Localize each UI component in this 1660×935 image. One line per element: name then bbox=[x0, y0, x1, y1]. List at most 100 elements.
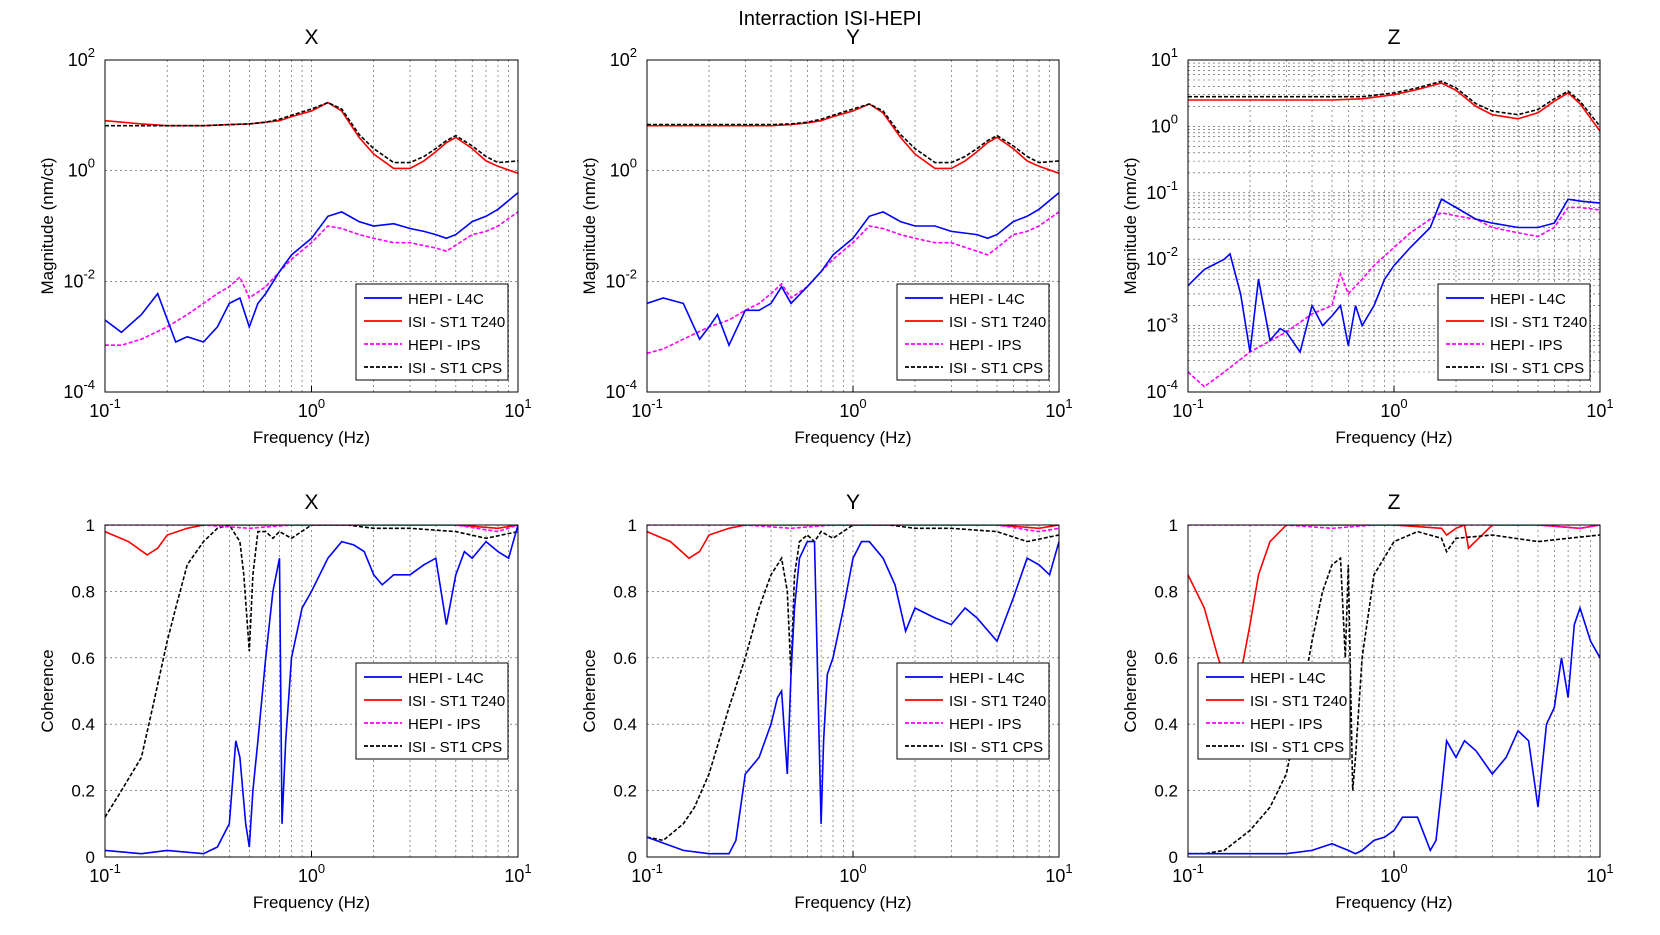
x-axis-label: Frequency (Hz) bbox=[1335, 893, 1452, 912]
series-line-hepi-l4c bbox=[647, 192, 1059, 348]
series-line-isi-st1-cps bbox=[1188, 80, 1600, 127]
x-tick-label: 10-1 bbox=[631, 861, 663, 886]
subplot-title: Y bbox=[846, 26, 860, 49]
x-tick-label: 101 bbox=[1586, 396, 1613, 421]
legend-box bbox=[1197, 662, 1351, 760]
x-tick-label: 10-1 bbox=[89, 396, 121, 421]
y-tick-label: 0.4 bbox=[613, 715, 637, 734]
y-tick-label: 0.6 bbox=[613, 649, 637, 668]
x-tick-label: 100 bbox=[1380, 396, 1407, 421]
x-tick-label: 100 bbox=[839, 396, 866, 421]
legend: HEPI - L4C ISI - ST1 T240 HEPI - IPS ISI - … bbox=[355, 283, 509, 381]
legend-label: HEPI - L4C bbox=[1490, 291, 1566, 308]
subplot-5: 10-1 100 101 0 0.2 0.4 0.6 0.8 1 Y Frequency (Hz) C… bbox=[580, 491, 1073, 912]
y-tick-label: 100 bbox=[1151, 111, 1178, 136]
legend-label: HEPI - L4C bbox=[949, 291, 1025, 308]
x-tick-label: 100 bbox=[298, 396, 325, 421]
series-line-hepi-ips bbox=[647, 211, 1059, 355]
series-line-hepi-l4c bbox=[647, 540, 1059, 855]
series-line-hepi-l4c bbox=[105, 525, 518, 855]
legend-label: ISI - ST1 T240 bbox=[408, 314, 505, 331]
legend-label: ISI - ST1 T240 bbox=[1490, 314, 1587, 331]
legend-label: ISI - ST1 T240 bbox=[949, 693, 1046, 710]
x-tick-label: 100 bbox=[298, 861, 325, 886]
series-line-isi-st1-cps bbox=[647, 525, 1059, 842]
x-tick-label: 101 bbox=[504, 396, 531, 421]
legend-label: ISI - ST1 CPS bbox=[949, 360, 1043, 377]
subplot-1: 10-1 100 101 10-4 10-2 100 102 X Frequency (Hz) M… bbox=[38, 26, 532, 447]
legend: HEPI - L4C ISI - ST1 T240 HEPI - IPS ISI - … bbox=[355, 662, 509, 760]
y-axis-label: Coherence bbox=[1121, 649, 1140, 732]
y-tick-label: 10-2 bbox=[605, 266, 637, 291]
subplot-title: Y bbox=[846, 491, 860, 514]
y-axis-label: Coherence bbox=[38, 649, 57, 732]
legend-label: ISI - ST1 CPS bbox=[408, 360, 502, 377]
y-tick-label: 0 bbox=[86, 848, 95, 867]
x-axis-label: Frequency (Hz) bbox=[794, 893, 911, 912]
y-axis-label: Magnitude (nm/ct) bbox=[38, 158, 57, 295]
y-tick-label: 1 bbox=[86, 516, 95, 535]
legend-label: ISI - ST1 T240 bbox=[1250, 693, 1347, 710]
x-tick-label: 10-1 bbox=[1172, 396, 1204, 421]
legend-box bbox=[896, 283, 1050, 381]
x-tick-label: 101 bbox=[504, 861, 531, 886]
legend-label: HEPI - IPS bbox=[1490, 337, 1563, 354]
legend-box bbox=[355, 283, 509, 381]
figure-title: Interraction ISI-HEPI bbox=[738, 8, 922, 30]
y-tick-label: 0.8 bbox=[71, 582, 95, 601]
x-tick-label: 10-1 bbox=[631, 396, 663, 421]
legend-label: HEPI - L4C bbox=[408, 670, 484, 687]
legend: HEPI - L4C ISI - ST1 T240 HEPI - IPS ISI - … bbox=[896, 662, 1050, 760]
legend-box bbox=[896, 662, 1050, 760]
y-tick-label: 1 bbox=[1169, 516, 1178, 535]
series-group bbox=[1188, 80, 1600, 388]
x-tick-label: 10-1 bbox=[89, 861, 121, 886]
series-line-isi-st1-cps bbox=[647, 103, 1059, 164]
series-line-hepi-l4c bbox=[1188, 198, 1600, 354]
legend-label: HEPI - IPS bbox=[949, 337, 1022, 354]
legend-label: HEPI - IPS bbox=[408, 337, 481, 354]
legend-label: HEPI - L4C bbox=[1250, 670, 1326, 687]
series-line-isi-st1-t240 bbox=[105, 525, 518, 556]
series-line-isi-st1-t240 bbox=[647, 103, 1059, 174]
y-tick-label: 0.6 bbox=[71, 649, 95, 668]
y-axis-label: Magnitude (nm/ct) bbox=[1121, 158, 1140, 295]
y-tick-label: 0.8 bbox=[613, 582, 637, 601]
series-group bbox=[105, 525, 518, 855]
y-tick-label: 10-2 bbox=[1146, 244, 1178, 269]
y-tick-label: 102 bbox=[68, 45, 95, 70]
subplot-title: Z bbox=[1388, 26, 1401, 49]
series-line-isi-st1-t240 bbox=[647, 525, 1059, 560]
legend-label: HEPI - IPS bbox=[408, 716, 481, 733]
legend: HEPI - L4C ISI - ST1 T240 HEPI - IPS ISI - … bbox=[1437, 283, 1591, 381]
subplot-title: Z bbox=[1388, 491, 1401, 514]
legend-label: ISI - ST1 CPS bbox=[949, 739, 1043, 756]
y-tick-label: 0 bbox=[1169, 848, 1178, 867]
y-tick-label: 1 bbox=[628, 516, 637, 535]
x-tick-label: 101 bbox=[1045, 861, 1072, 886]
y-tick-label: 101 bbox=[1151, 45, 1178, 70]
legend-label: ISI - ST1 CPS bbox=[1250, 739, 1344, 756]
y-tick-label: 102 bbox=[610, 45, 637, 70]
y-tick-label: 100 bbox=[610, 156, 637, 181]
y-tick-label: 0.2 bbox=[613, 782, 637, 801]
y-tick-label: 0.2 bbox=[71, 782, 95, 801]
y-tick-label: 10-4 bbox=[63, 377, 95, 402]
y-tick-label: 10-1 bbox=[1146, 178, 1178, 203]
y-tick-label: 10-4 bbox=[1146, 377, 1178, 402]
y-tick-label: 0.6 bbox=[1154, 649, 1178, 668]
y-tick-label: 0.2 bbox=[1154, 782, 1178, 801]
x-tick-label: 100 bbox=[1380, 861, 1407, 886]
legend-label: ISI - ST1 CPS bbox=[1490, 360, 1584, 377]
y-tick-label: 100 bbox=[68, 156, 95, 181]
series-line-hepi-ips bbox=[105, 525, 518, 533]
series-group bbox=[105, 101, 518, 347]
y-tick-label: 10-4 bbox=[605, 377, 637, 402]
legend-label: HEPI - L4C bbox=[949, 670, 1025, 687]
x-axis-label: Frequency (Hz) bbox=[794, 428, 911, 447]
series-line-hepi-l4c bbox=[1188, 605, 1600, 855]
x-axis-label: Frequency (Hz) bbox=[1335, 428, 1452, 447]
subplot-2: 10-1 100 101 10-4 10-2 100 102 Y Frequency (Hz) M… bbox=[580, 26, 1073, 447]
subplot-3: 10-1 100 101 10-4 10-3 10-2 10-1 100 101 Z Frequen… bbox=[1121, 26, 1614, 447]
